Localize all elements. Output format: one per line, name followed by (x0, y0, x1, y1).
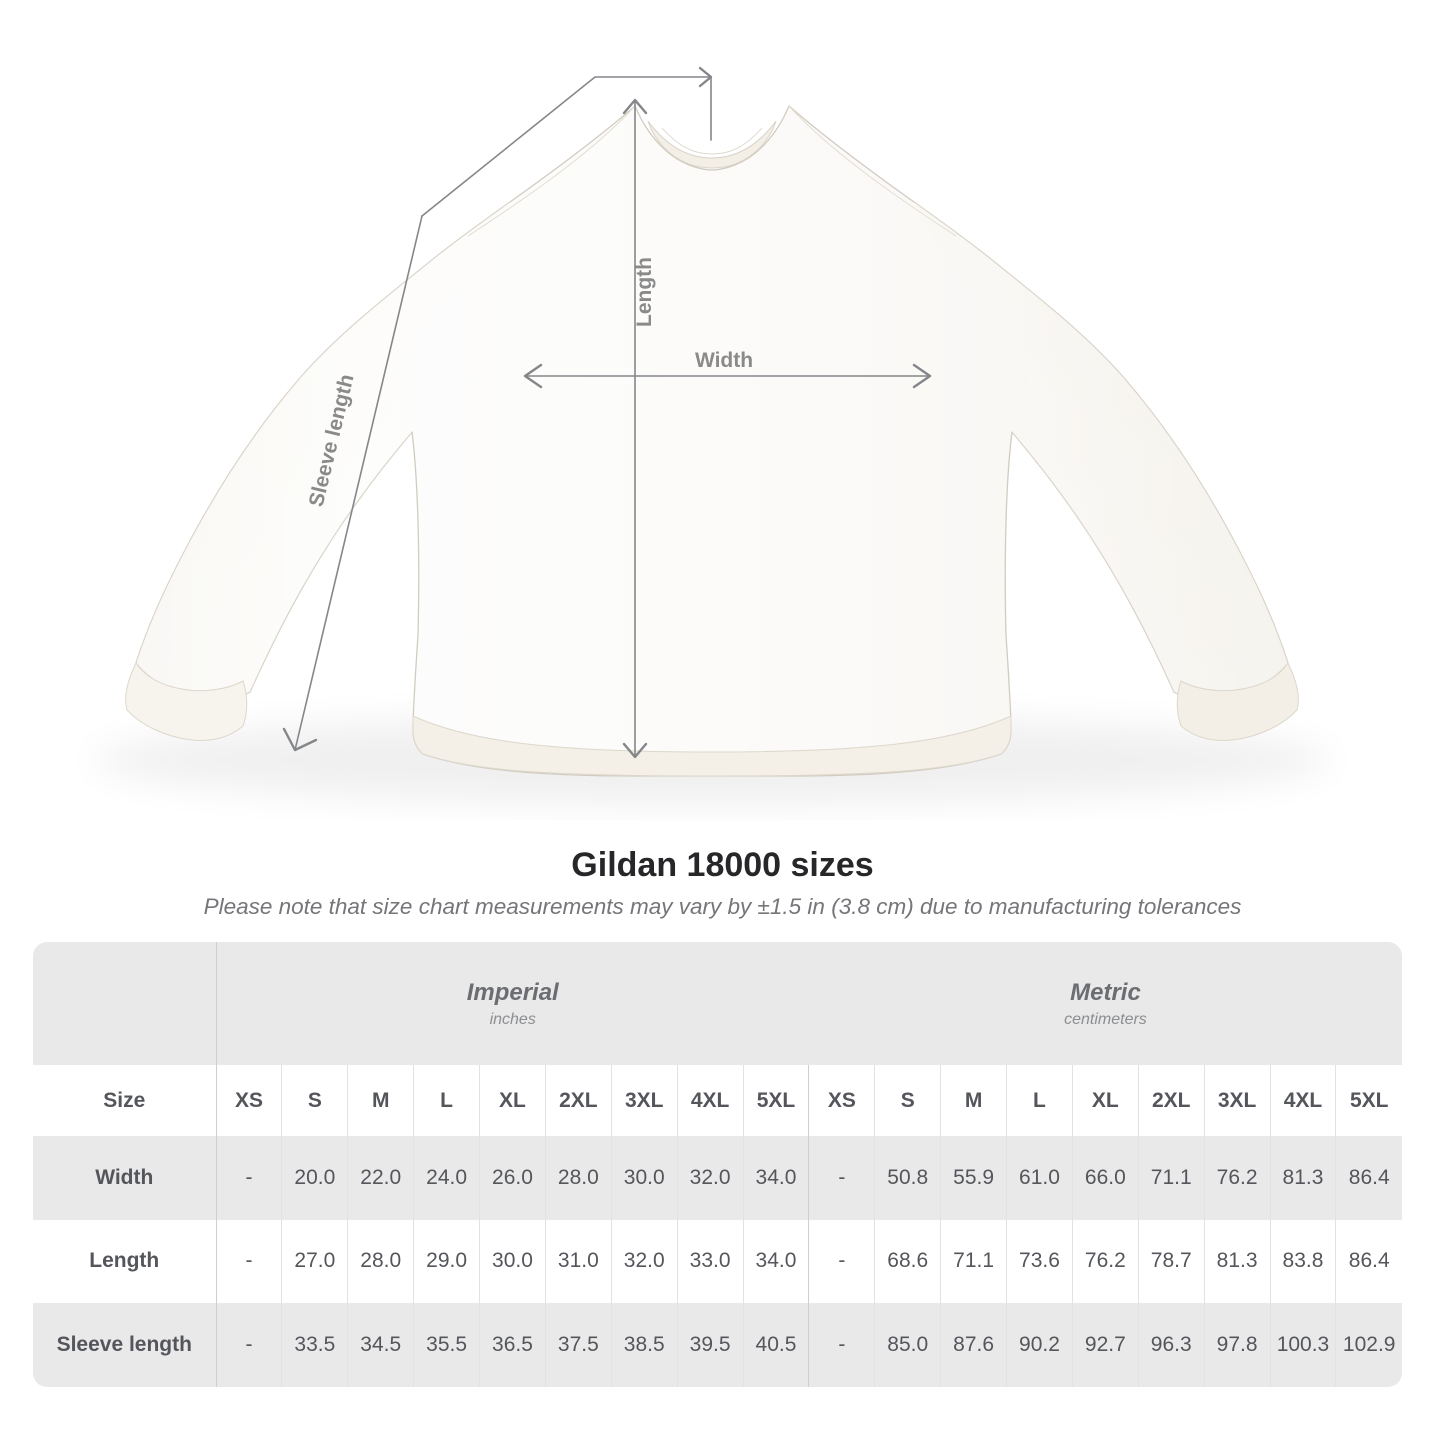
svg-text:Length: Length (633, 257, 656, 327)
svg-text:Width: Width (695, 349, 753, 372)
